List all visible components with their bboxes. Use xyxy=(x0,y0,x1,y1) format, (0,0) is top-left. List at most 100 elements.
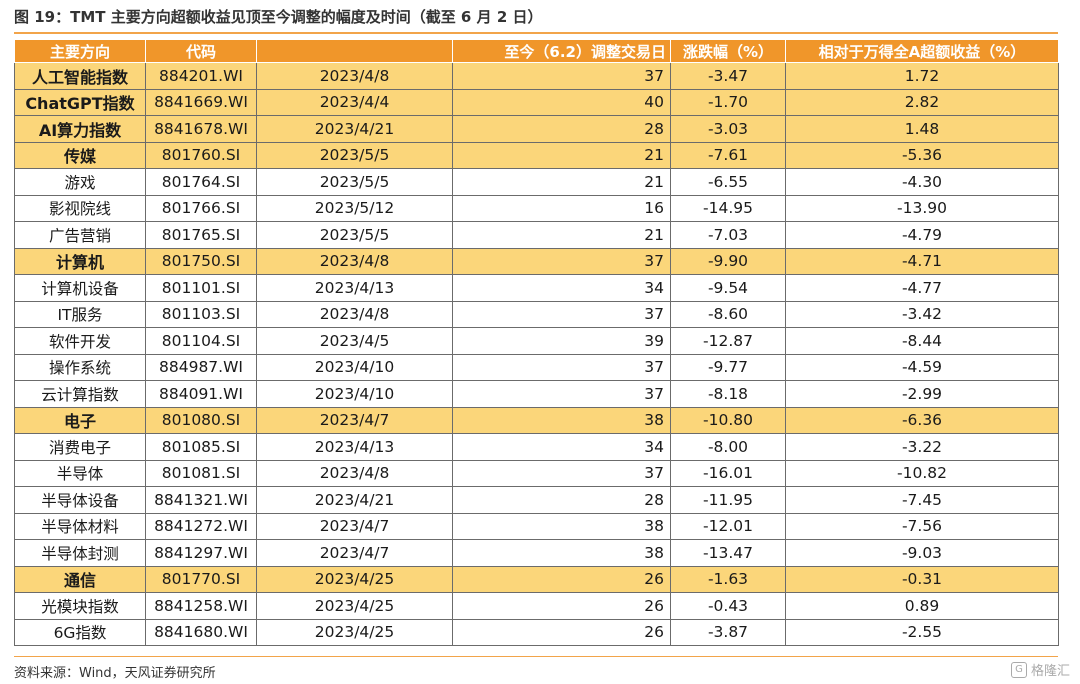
cell-excess-return: -4.77 xyxy=(785,274,1059,302)
cell-direction: 电子 xyxy=(14,406,146,434)
cell-change-pct: -9.54 xyxy=(670,274,786,302)
cell-trading-days: 28 xyxy=(452,115,671,143)
cell-code: 8841669.WI xyxy=(145,88,257,116)
table-row: ChatGPT指数 8841669.WI 2023/4/4 40 -1.70 2.82 xyxy=(14,88,1059,116)
cell-excess-return: -9.03 xyxy=(785,539,1059,567)
cell-direction: 人工智能指数 xyxy=(14,62,146,90)
cell-direction: 消费电子 xyxy=(14,433,146,461)
cell-change-pct: -16.01 xyxy=(670,459,786,487)
cell-change-pct: -12.01 xyxy=(670,512,786,540)
cell-change-pct: -12.87 xyxy=(670,327,786,355)
cell-trading-days: 37 xyxy=(452,353,671,381)
data-table: 主要方向 代码 至今（6.2）调整交易日 涨跌幅（%） 相对于万得全A超额收益（… xyxy=(14,40,1059,646)
footer-divider xyxy=(14,656,1058,657)
cell-peak-date: 2023/4/4 xyxy=(256,88,453,116)
cell-peak-date: 2023/4/8 xyxy=(256,62,453,90)
cell-code: 801764.SI xyxy=(145,168,257,196)
cell-excess-return: -4.59 xyxy=(785,353,1059,381)
cell-excess-return: -4.71 xyxy=(785,247,1059,275)
table-row: 计算机设备 801101.SI 2023/4/13 34 -9.54 -4.77 xyxy=(14,274,1059,302)
cell-direction: 影视院线 xyxy=(14,194,146,222)
cell-peak-date: 2023/4/8 xyxy=(256,300,453,328)
table-row: 6G指数 8841680.WI 2023/4/25 26 -3.87 -2.55 xyxy=(14,618,1059,646)
cell-excess-return: -3.42 xyxy=(785,300,1059,328)
table-row: 软件开发 801104.SI 2023/4/5 39 -12.87 -8.44 xyxy=(14,327,1059,355)
cell-change-pct: -9.77 xyxy=(670,353,786,381)
cell-direction: 半导体 xyxy=(14,459,146,487)
cell-code: 8841297.WI xyxy=(145,539,257,567)
cell-trading-days: 34 xyxy=(452,274,671,302)
cell-direction: 通信 xyxy=(14,565,146,593)
cell-change-pct: -1.63 xyxy=(670,565,786,593)
cell-trading-days: 21 xyxy=(452,141,671,169)
cell-excess-return: -5.36 xyxy=(785,141,1059,169)
cell-peak-date: 2023/5/12 xyxy=(256,194,453,222)
cell-code: 801770.SI xyxy=(145,565,257,593)
cell-change-pct: -7.03 xyxy=(670,221,786,249)
watermark: G 格隆汇 xyxy=(1010,660,1070,679)
table-row: 操作系统 884987.WI 2023/4/10 37 -9.77 -4.59 xyxy=(14,353,1059,381)
cell-trading-days: 26 xyxy=(452,565,671,593)
cell-direction: 半导体材料 xyxy=(14,512,146,540)
table-row: 光模块指数 8841258.WI 2023/4/25 26 -0.43 0.89 xyxy=(14,592,1059,620)
cell-code: 8841258.WI xyxy=(145,592,257,620)
cell-change-pct: -1.70 xyxy=(670,88,786,116)
cell-peak-date: 2023/5/5 xyxy=(256,221,453,249)
cell-peak-date: 2023/4/13 xyxy=(256,274,453,302)
header-date xyxy=(256,40,453,63)
cell-peak-date: 2023/4/7 xyxy=(256,539,453,567)
source-note: 资料来源：Wind，天风证券研究所 xyxy=(14,666,216,681)
cell-peak-date: 2023/4/10 xyxy=(256,380,453,408)
cell-peak-date: 2023/4/25 xyxy=(256,592,453,620)
cell-excess-return: 1.48 xyxy=(785,115,1059,143)
cell-trading-days: 34 xyxy=(452,433,671,461)
table-row: 游戏 801764.SI 2023/5/5 21 -6.55 -4.30 xyxy=(14,168,1059,196)
cell-code: 8841272.WI xyxy=(145,512,257,540)
cell-change-pct: -3.03 xyxy=(670,115,786,143)
table-row: 计算机 801750.SI 2023/4/8 37 -9.90 -4.71 xyxy=(14,247,1059,275)
cell-change-pct: -13.47 xyxy=(670,539,786,567)
cell-trading-days: 38 xyxy=(452,539,671,567)
figure-title: 图 19：TMT 主要方向超额收益见顶至今调整的幅度及时间（截至 6 月 2 日… xyxy=(14,8,543,26)
cell-direction: AI算力指数 xyxy=(14,115,146,143)
table-row: IT服务 801103.SI 2023/4/8 37 -8.60 -3.42 xyxy=(14,300,1059,328)
cell-excess-return: -13.90 xyxy=(785,194,1059,222)
cell-peak-date: 2023/4/7 xyxy=(256,512,453,540)
cell-direction: ChatGPT指数 xyxy=(14,88,146,116)
header-excess: 相对于万得全A超额收益（%） xyxy=(785,40,1059,63)
cell-code: 801101.SI xyxy=(145,274,257,302)
cell-code: 801104.SI xyxy=(145,327,257,355)
cell-excess-return: -7.45 xyxy=(785,486,1059,514)
cell-direction: 广告营销 xyxy=(14,221,146,249)
cell-excess-return: -7.56 xyxy=(785,512,1059,540)
cell-trading-days: 37 xyxy=(452,459,671,487)
cell-change-pct: -6.55 xyxy=(670,168,786,196)
cell-direction: 6G指数 xyxy=(14,618,146,646)
cell-peak-date: 2023/4/25 xyxy=(256,565,453,593)
cell-peak-date: 2023/4/8 xyxy=(256,247,453,275)
cell-peak-date: 2023/4/8 xyxy=(256,459,453,487)
cell-direction: 计算机 xyxy=(14,247,146,275)
cell-code: 801081.SI xyxy=(145,459,257,487)
watermark-text: 格隆汇 xyxy=(1030,664,1070,679)
cell-excess-return: -8.44 xyxy=(785,327,1059,355)
table-row: 广告营销 801765.SI 2023/5/5 21 -7.03 -4.79 xyxy=(14,221,1059,249)
table-row: 半导体 801081.SI 2023/4/8 37 -16.01 -10.82 xyxy=(14,459,1059,487)
cell-excess-return: -3.22 xyxy=(785,433,1059,461)
cell-excess-return: -2.55 xyxy=(785,618,1059,646)
cell-direction: 软件开发 xyxy=(14,327,146,355)
cell-trading-days: 26 xyxy=(452,618,671,646)
cell-trading-days: 21 xyxy=(452,168,671,196)
cell-code: 801766.SI xyxy=(145,194,257,222)
cell-excess-return: -4.79 xyxy=(785,221,1059,249)
table-row: 通信 801770.SI 2023/4/25 26 -1.63 -0.31 xyxy=(14,565,1059,593)
cell-excess-return: -0.31 xyxy=(785,565,1059,593)
cell-direction: IT服务 xyxy=(14,300,146,328)
cell-code: 884201.WI xyxy=(145,62,257,90)
cell-change-pct: -14.95 xyxy=(670,194,786,222)
header-direction: 主要方向 xyxy=(14,40,146,63)
cell-change-pct: -9.90 xyxy=(670,247,786,275)
cell-peak-date: 2023/5/5 xyxy=(256,168,453,196)
cell-trading-days: 21 xyxy=(452,221,671,249)
cell-trading-days: 37 xyxy=(452,247,671,275)
